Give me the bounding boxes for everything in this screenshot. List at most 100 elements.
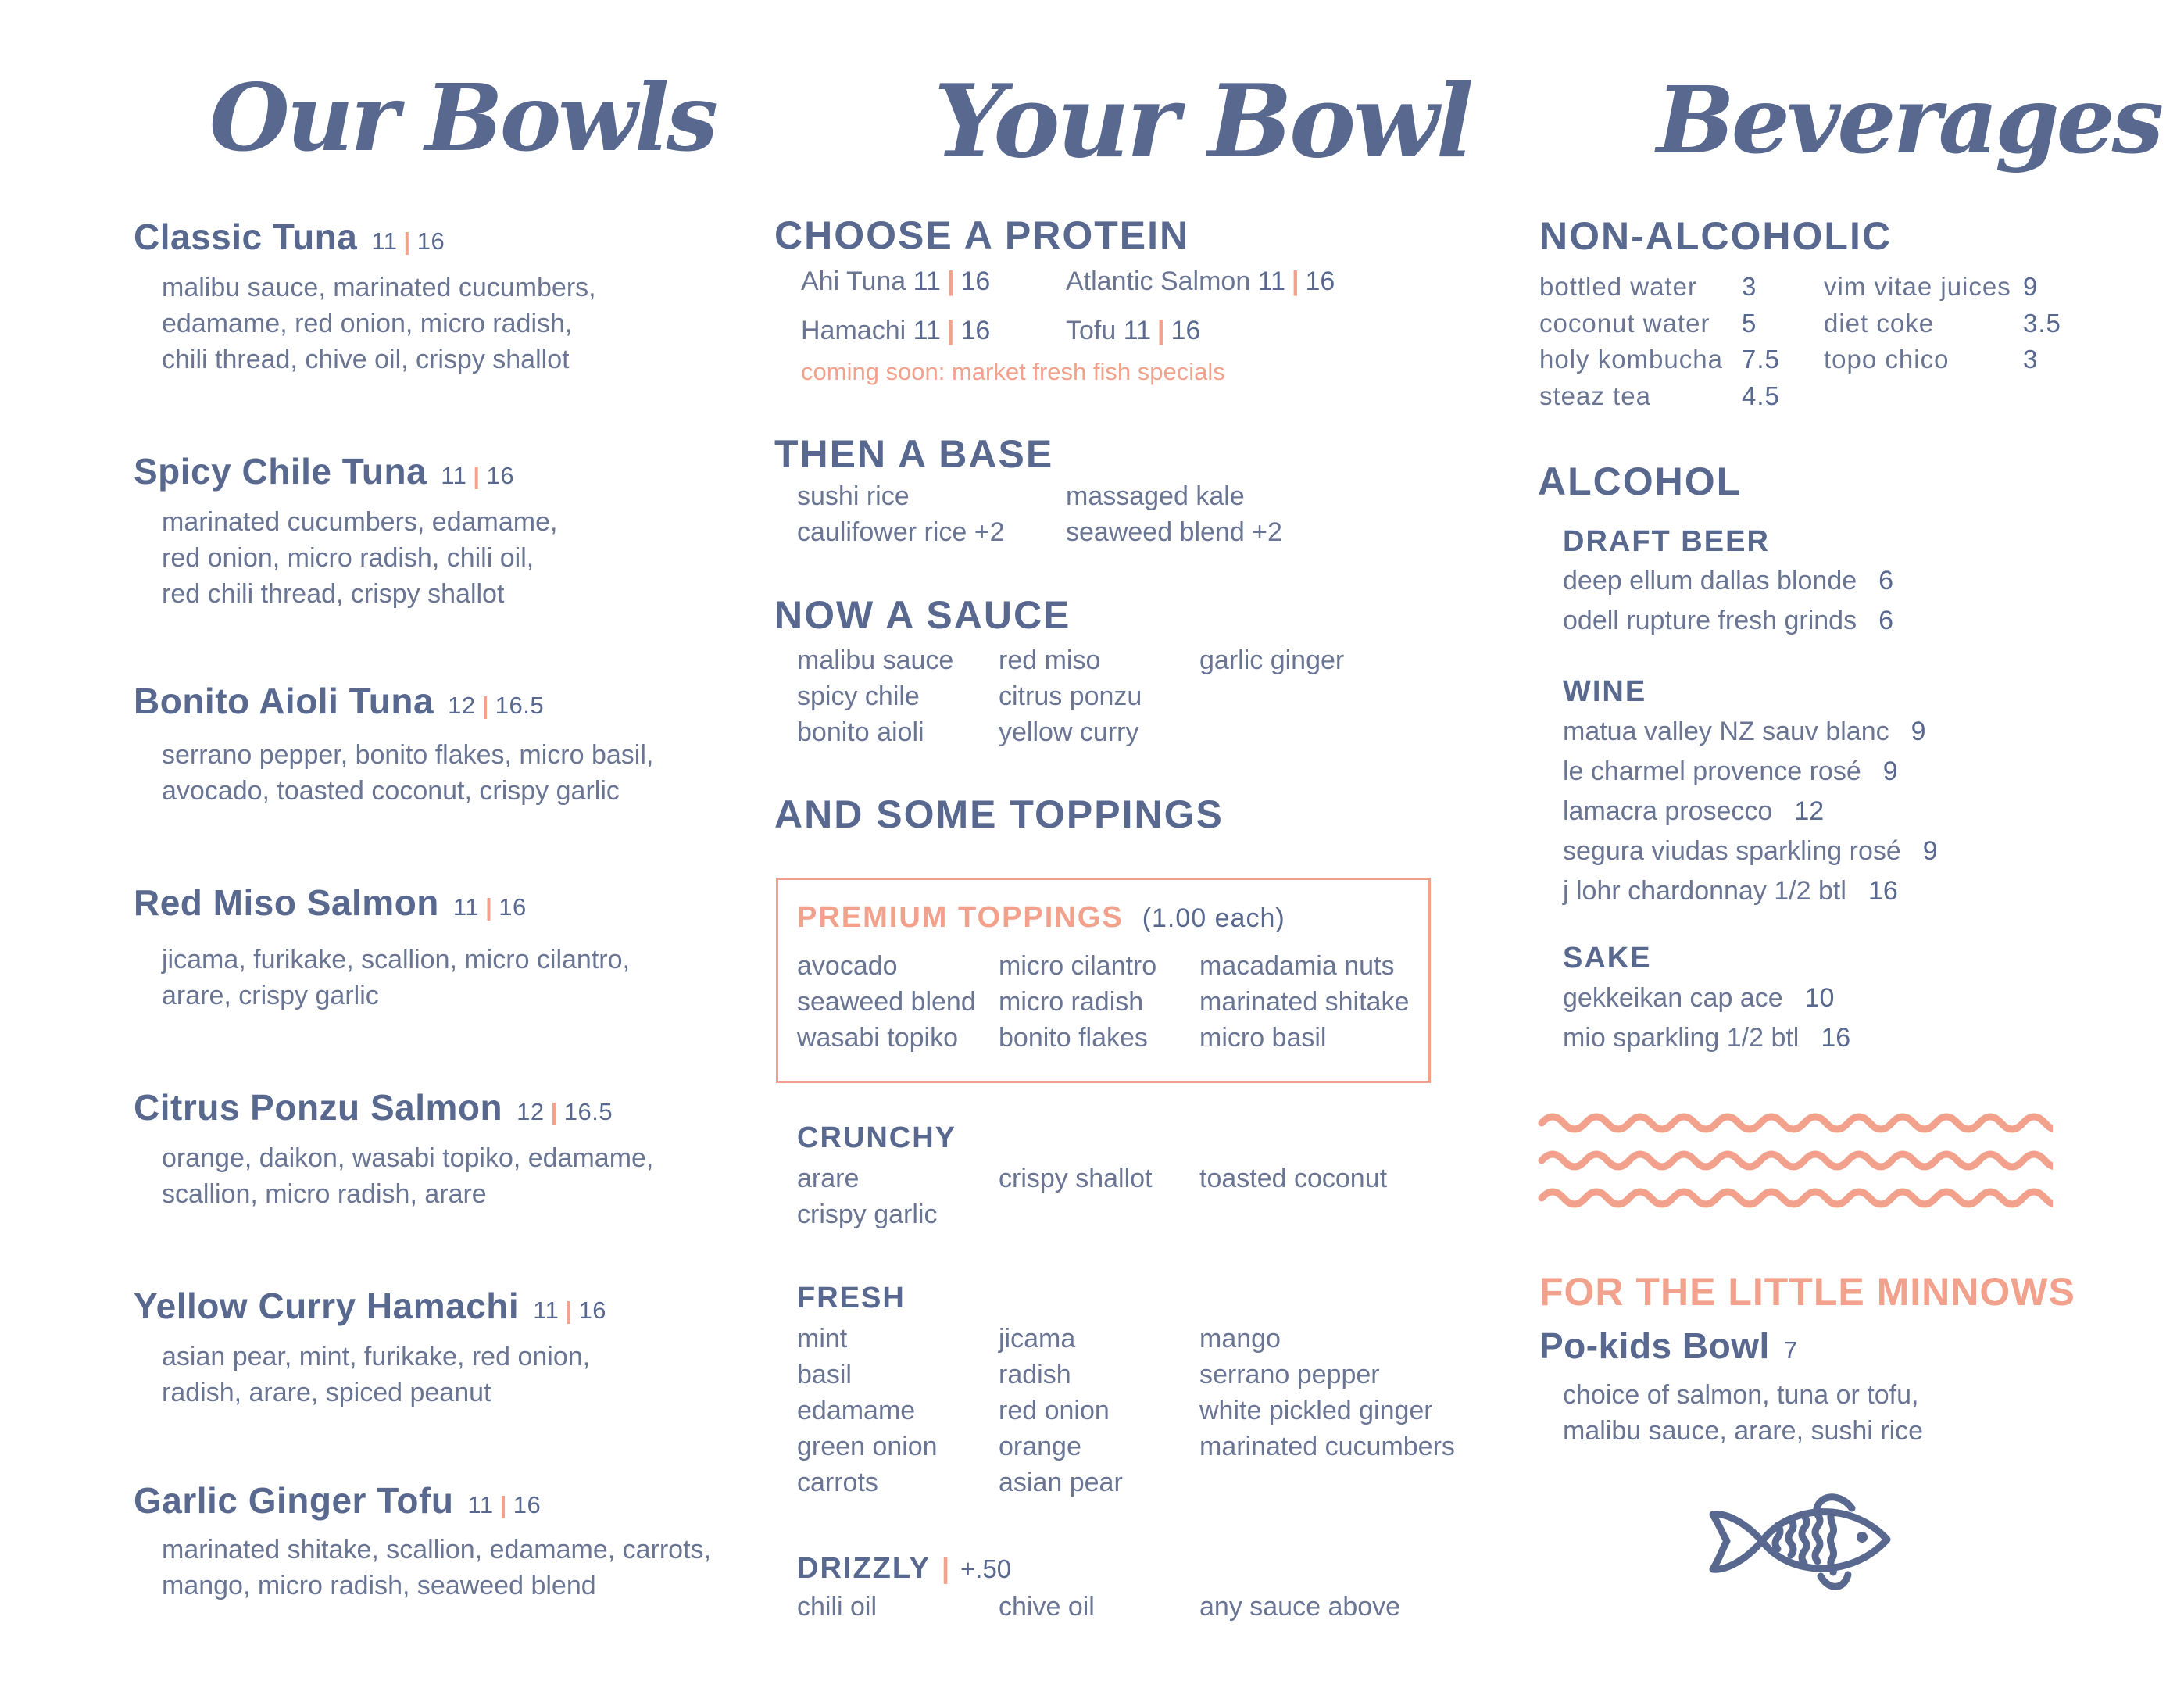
fresh-list: mint basil edamame green onion carrots jicam… bbox=[797, 1321, 1455, 1500]
topping-option: marinated cucumbers bbox=[1199, 1432, 1455, 1461]
draft-beer-heading: DRAFT BEER bbox=[1563, 525, 1770, 558]
bowl-description: marinated cucumbers, edamame, red onion, … bbox=[162, 504, 557, 612]
drink-item: j lohr chardonnay 1/2 btl 16 bbox=[1563, 871, 1938, 911]
drink-price: 9 bbox=[1911, 717, 1926, 746]
price-small: 11 bbox=[533, 1296, 559, 1324]
non-alcoholic-list: bottled water 3 vim vitae juices 9 coconut … bbox=[1539, 269, 2086, 414]
price-large: 16 bbox=[1305, 266, 1335, 296]
drink-price: 6 bbox=[1878, 566, 1894, 595]
topping-option: white pickled ginger bbox=[1199, 1396, 1433, 1425]
bowl-description: asian pear, mint, furikake, red onion, ra… bbox=[162, 1339, 606, 1411]
our-bowls-title: Our Bowls bbox=[209, 63, 718, 172]
bowl-description: marinated shitake, scallion, edamame, ca… bbox=[162, 1532, 711, 1604]
drink-item: lamacra prosecco 12 bbox=[1563, 792, 1938, 831]
price-small: 12 bbox=[448, 692, 476, 719]
price-large: 16 bbox=[578, 1296, 607, 1324]
topping-option: green onion bbox=[797, 1432, 938, 1461]
sauce-option: garlic ginger bbox=[1199, 646, 1345, 675]
alcohol-heading: ALCOHOL bbox=[1538, 460, 1743, 503]
price-small: 12 bbox=[517, 1098, 545, 1125]
bowl-name: Bonito Aioli Tuna bbox=[134, 681, 434, 721]
topping-option: mango bbox=[1199, 1324, 1281, 1354]
topping-option: arare bbox=[797, 1164, 860, 1193]
protein-name: Atlantic Salmon bbox=[1066, 266, 1251, 296]
topping-option: edamame bbox=[797, 1396, 916, 1425]
drink-name: gekkeikan cap ace bbox=[1563, 983, 1783, 1013]
price-separator: | bbox=[403, 227, 411, 255]
price-small: 11 bbox=[1257, 266, 1285, 296]
drink-item: mio sparkling 1/2 btl 16 bbox=[1563, 1018, 1850, 1058]
topping-option: chive oil bbox=[999, 1592, 1095, 1622]
desc-line: radish, arare, spiced peanut bbox=[162, 1378, 491, 1407]
drink-name: lamacra prosecco bbox=[1563, 796, 1773, 826]
topping-option: crispy garlic bbox=[797, 1200, 938, 1229]
price-small: 11 bbox=[441, 462, 467, 489]
drink-price: 3.5 bbox=[2023, 308, 2061, 338]
drink-name: segura viudas sparkling rosé bbox=[1563, 836, 1901, 866]
base-heading: THEN A BASE bbox=[774, 432, 1054, 476]
base-option: sushi rice bbox=[797, 481, 910, 511]
price-small: 11 bbox=[371, 227, 398, 255]
sake-heading: SAKE bbox=[1563, 942, 1652, 975]
drink-name: holy kombucha bbox=[1539, 345, 1723, 374]
kids-bowl-price: 7 bbox=[1783, 1336, 1798, 1364]
price-large: 16 bbox=[486, 462, 515, 489]
desc-line: chili thread, chive oil, crispy shallot bbox=[162, 345, 570, 374]
bowl-name: Red Miso Salmon bbox=[134, 882, 439, 923]
non-alcoholic-heading: NON-ALCOHOLIC bbox=[1539, 214, 1892, 258]
desc-line: red chili thread, crispy shallot bbox=[162, 579, 505, 609]
desc-line: scallion, micro radish, arare bbox=[162, 1179, 487, 1209]
drink-price: 3 bbox=[2023, 345, 2039, 374]
bowl-name: Classic Tuna bbox=[134, 216, 358, 257]
price-separator: | bbox=[550, 1098, 558, 1125]
drink-price: 7.5 bbox=[1742, 345, 1780, 374]
price-small: 11 bbox=[913, 316, 941, 345]
bowl-description: serrano pepper, bonito flakes, micro bas… bbox=[162, 737, 653, 809]
beverages-title: Beverages bbox=[1657, 66, 2164, 174]
crunchy-heading: CRUNCHY bbox=[797, 1121, 956, 1154]
price-separator: | bbox=[499, 1491, 507, 1518]
price-large: 16.5 bbox=[563, 1098, 613, 1125]
drink-price: 9 bbox=[2023, 272, 2039, 301]
sauce-option: yellow curry bbox=[999, 717, 1139, 747]
drink-name: mio sparkling 1/2 btl bbox=[1563, 1023, 1800, 1053]
price-large: 16 bbox=[513, 1491, 542, 1518]
desc-line: arare, crispy garlic bbox=[162, 981, 379, 1010]
bowl-description: malibu sauce, marinated cucumbers, edamam… bbox=[162, 270, 596, 377]
topping-option: micro cilantro bbox=[999, 951, 1157, 981]
sake-list: gekkeikan cap ace 10 mio sparkling 1/2 bt… bbox=[1563, 978, 1850, 1058]
wave-line bbox=[1538, 1113, 2053, 1133]
bowl-item: Classic Tuna 11 | 16 malibu sauce, marinate… bbox=[134, 215, 596, 377]
price-small: 11 bbox=[1123, 316, 1152, 345]
topping-option: seaweed blend bbox=[797, 987, 976, 1017]
drink-name: steaz tea bbox=[1539, 381, 1651, 410]
topping-option: toasted coconut bbox=[1199, 1164, 1388, 1193]
base-option: massaged kale bbox=[1066, 481, 1245, 511]
toppings-heading: AND SOME TOPPINGS bbox=[774, 792, 1224, 836]
topping-option: bonito flakes bbox=[999, 1023, 1148, 1053]
base-list: sushi rice caulifower rice +2 massaged ka… bbox=[797, 478, 1282, 550]
price-separator: | bbox=[946, 266, 955, 296]
drink-name: deep ellum dallas blonde bbox=[1563, 566, 1857, 595]
sauce-option: malibu sauce bbox=[797, 646, 954, 675]
topping-option: jicama bbox=[999, 1324, 1076, 1354]
premium-note: (1.00 each) bbox=[1142, 903, 1285, 933]
bowl-item: Citrus Ponzu Salmon 12 | 16.5 orange, daiko… bbox=[134, 1085, 653, 1212]
kids-bowl-description: choice of salmon, tuna or tofu, malibu sa… bbox=[1563, 1377, 1923, 1449]
bowl-item: Spicy Chile Tuna 11 | 16 marinated cucumber… bbox=[134, 449, 557, 612]
desc-line: serrano pepper, bonito flakes, micro bas… bbox=[162, 740, 654, 770]
topping-option: red onion bbox=[999, 1396, 1110, 1425]
sauce-option: spicy chile bbox=[797, 681, 920, 711]
desc-line: avocado, toasted coconut, crispy garlic bbox=[162, 776, 620, 806]
desc-line: choice of salmon, tuna or tofu, bbox=[1563, 1380, 1919, 1410]
crunchy-list: arare crispy garlic crispy shallot toaste… bbox=[797, 1160, 1387, 1232]
drink-item: matua valley NZ sauv blanc 9 bbox=[1563, 712, 1938, 752]
drink-name: matua valley NZ sauv blanc bbox=[1563, 717, 1889, 746]
protein-item: Tofu 11 | 16 bbox=[1066, 313, 1200, 349]
desc-line: marinated cucumbers, edamame, bbox=[162, 507, 558, 537]
bowl-name: Garlic Ginger Tofu bbox=[134, 1480, 454, 1521]
desc-line: edamame, red onion, micro radish, bbox=[162, 309, 573, 338]
wave-line bbox=[1538, 1188, 2053, 1208]
price-large: 16 bbox=[960, 316, 991, 345]
bowl-price: 11 | 16 bbox=[371, 227, 445, 255]
